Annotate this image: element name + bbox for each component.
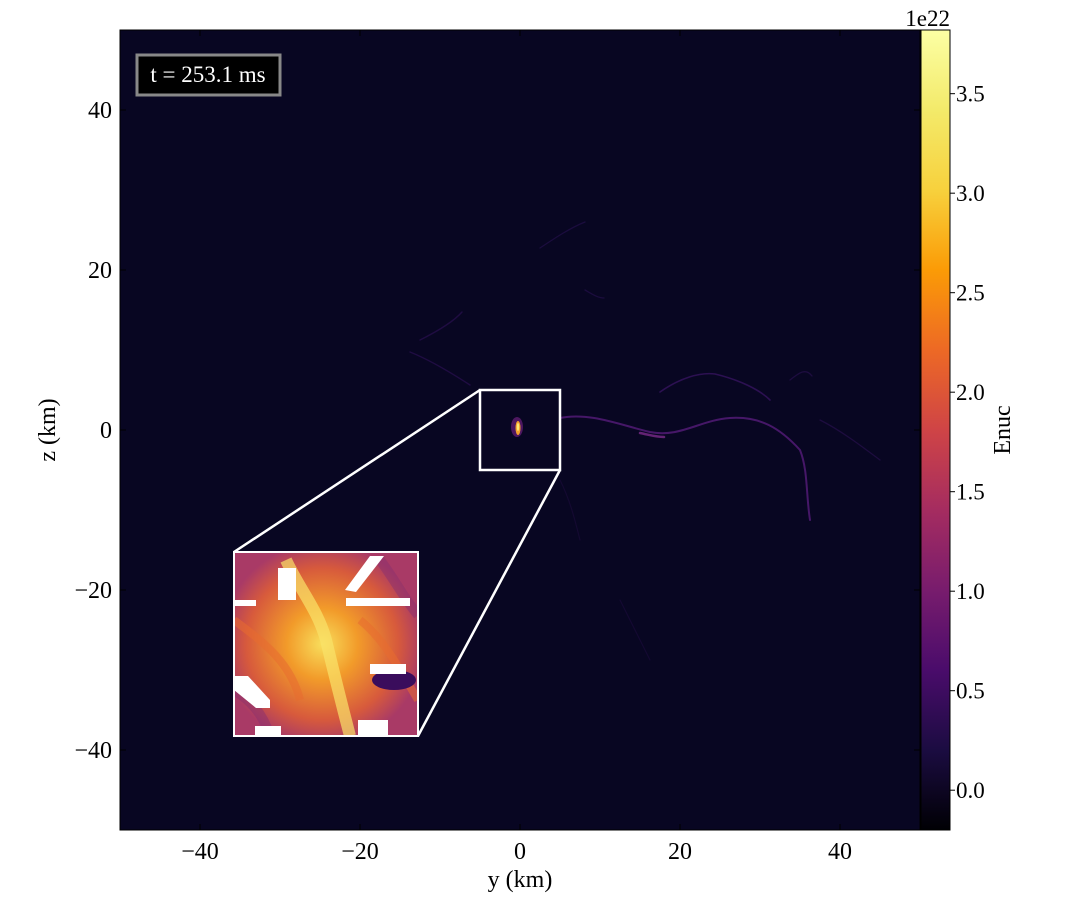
x-tick-label: 40 — [828, 839, 852, 865]
colorbar-tick-label: 1.0 — [956, 579, 985, 604]
colorbar-ticks: 0.0 0.5 1.0 1.5 2.0 2.5 3.0 3.5 — [950, 82, 985, 803]
zoom-inset — [233, 551, 419, 737]
y-tick-label: 0 — [100, 418, 112, 444]
filament-top — [539, 221, 605, 299]
time-label: t = 253.1 ms — [150, 62, 265, 87]
inset-empty-cells — [234, 556, 410, 736]
time-label-box: t = 253.1 ms — [135, 53, 282, 97]
colorbar-tick-label: 3.5 — [956, 82, 985, 107]
x-axis: −40 −20 0 20 40 — [181, 30, 852, 865]
inset-dark-pocket — [372, 670, 416, 690]
colorbar-label: Enuc — [990, 405, 1016, 454]
hotspot — [511, 417, 523, 437]
zoom-connector-upper — [233, 388, 481, 554]
filament-upper — [659, 372, 771, 401]
y-tick-label: −20 — [74, 578, 112, 604]
inset-streak-secondary — [234, 616, 418, 703]
zoom-indicator — [233, 388, 562, 737]
colorbar-tick-label: 0.5 — [956, 679, 985, 704]
colorbar-tick-label: 2.0 — [956, 380, 985, 405]
y-axis: −40 −20 0 20 40 — [74, 98, 920, 764]
colorbar-multiplier: 1e22 — [905, 6, 950, 31]
filament-right — [789, 370, 881, 461]
burning-filaments — [409, 221, 881, 661]
filament-lower — [559, 479, 651, 661]
inset-frame — [233, 551, 419, 737]
filament-hot — [638, 431, 666, 439]
colorbar-tick-label: 2.5 — [956, 281, 985, 306]
filament-left — [409, 311, 471, 386]
y-tick-label: 40 — [88, 98, 112, 124]
colorbar-gradient — [920, 29, 951, 831]
x-axis-label: y (km) — [488, 867, 553, 893]
colorbar: 0.0 0.5 1.0 1.5 2.0 2.5 3.0 3.5 1e22 Enuc — [905, 6, 1016, 831]
x-tick-label: 20 — [668, 839, 692, 865]
y-axis-label: z (km) — [35, 398, 61, 461]
y-tick-label: −40 — [74, 738, 112, 764]
y-tick-label: 20 — [88, 258, 112, 284]
x-tick-label: 0 — [514, 839, 526, 865]
inset-streak-bright — [280, 557, 356, 736]
colorbar-tick-label: 0.0 — [956, 778, 985, 803]
x-tick-label: −40 — [181, 839, 219, 865]
colorbar-tick-label: 3.0 — [956, 181, 985, 206]
zoom-connector-lower — [416, 469, 562, 737]
filament-main — [559, 415, 811, 521]
zoom-region-box — [478, 388, 562, 472]
colorbar-tick-label: 1.5 — [956, 480, 985, 505]
x-tick-label: −20 — [341, 839, 379, 865]
